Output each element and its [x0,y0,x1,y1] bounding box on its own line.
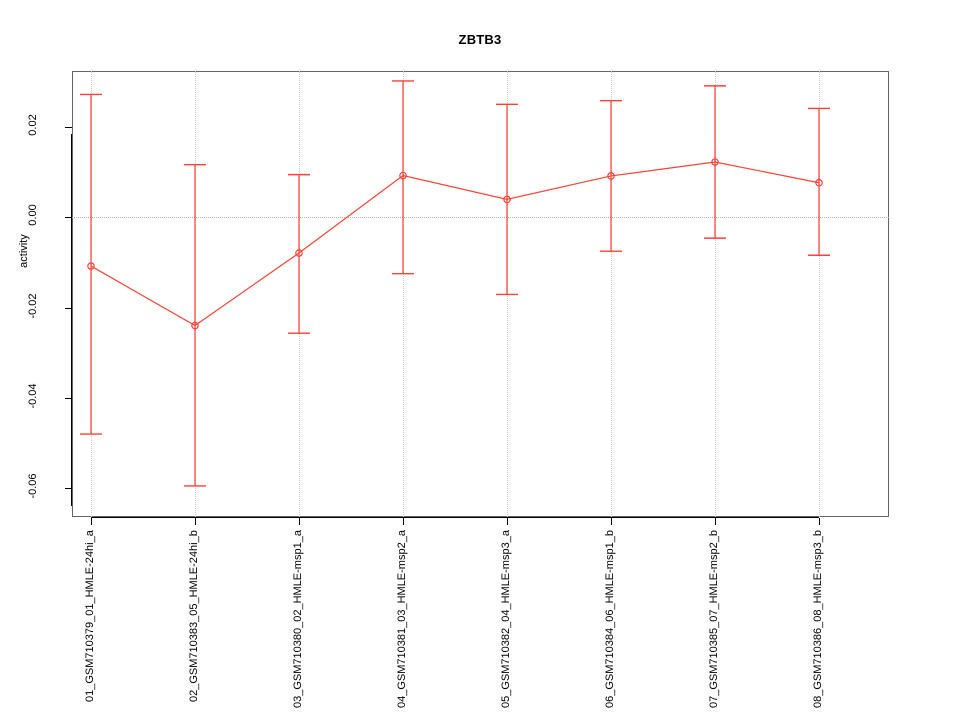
y-tick-label: -0.06 [27,473,39,499]
gridline-vertical [403,71,405,517]
y-tick-label: 0.02 [27,114,39,137]
x-tick-mark [195,518,196,525]
plot-area [72,71,889,517]
gridline-vertical [819,71,821,517]
chart-title: ZBTB3 [458,32,502,47]
gridline-zero [72,217,889,219]
x-tick-label: 01_GSM710379_01_HMLE-24hi_a [84,530,96,702]
x-tick-mark [819,518,820,525]
gridline-vertical [507,71,509,517]
y-axis-title: activity [18,234,30,268]
y-tick-mark [65,217,72,219]
gridline-vertical [195,71,197,517]
x-tick-mark [403,518,404,525]
x-tick-label: 04_GSM710381_03_HMLE-msp2_a [396,530,408,708]
x-tick-label: 03_GSM710380_02_HMLE-msp1_a [292,530,304,708]
x-tick-label: 07_GSM710385_07_HMLE-msp2_b [708,530,720,708]
x-tick-mark [91,518,92,525]
x-tick-mark [507,518,508,525]
x-tick-label: 08_GSM710386_08_HMLE-msp3_b [812,530,824,708]
x-tick-label: 02_GSM710383_05_HMLE-24hi_b [188,530,200,702]
y-tick-mark [65,307,72,309]
gridline-vertical [91,71,93,517]
gridline-vertical [715,71,717,517]
x-tick-label: 06_GSM710384_06_HMLE-msp1_b [604,530,616,708]
x-tick-label: 05_GSM710382_04_HMLE-msp3_a [500,530,512,708]
gridline-vertical [299,71,301,517]
x-tick-mark [715,518,716,525]
y-tick-mark [65,397,72,399]
y-axis-line [71,134,72,506]
x-axis-line [91,517,819,518]
y-tick-mark [65,127,72,129]
y-tick-mark [65,487,72,489]
x-tick-mark [299,518,300,525]
y-tick-label: -0.04 [27,383,39,409]
x-tick-mark [611,518,612,525]
plot-area-border [72,71,889,517]
gridline-vertical [611,71,613,517]
